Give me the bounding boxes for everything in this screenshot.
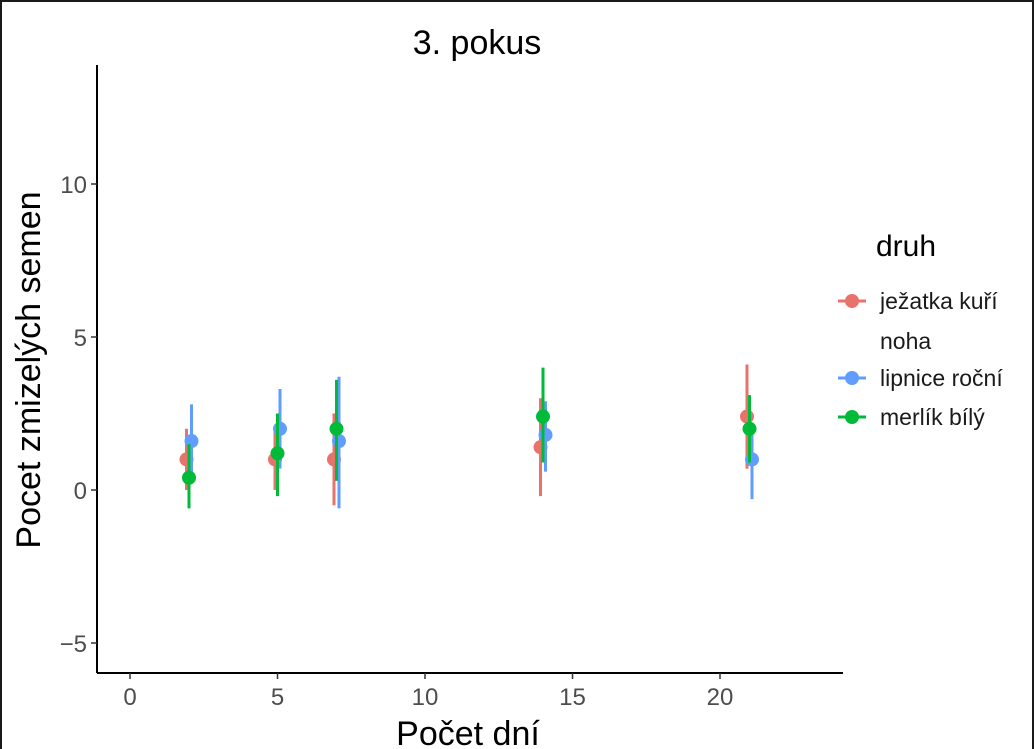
series-0 bbox=[179, 364, 754, 506]
legend-label: ježatka kuří bbox=[879, 288, 998, 314]
legend-key-dot bbox=[845, 371, 859, 385]
legend-title: druh bbox=[876, 230, 936, 263]
x-tick-label: 10 bbox=[412, 684, 439, 711]
series-2 bbox=[182, 367, 757, 509]
data-point bbox=[536, 409, 550, 424]
data-point bbox=[329, 421, 344, 436]
data-point bbox=[184, 434, 199, 449]
x-axis-title: Počet dní bbox=[396, 715, 540, 749]
legend-key-dot bbox=[845, 294, 859, 308]
legend: druh ježatka kuří noha lipnice roční merlík… bbox=[838, 230, 1003, 430]
legend-label: lipnice roční bbox=[880, 365, 1003, 391]
data-point bbox=[332, 434, 346, 449]
y-axis-title: Pocet zmizelých semen bbox=[10, 191, 48, 548]
legend-item-0: ježatka kuří noha bbox=[838, 288, 998, 354]
data-point bbox=[745, 452, 759, 467]
data-point bbox=[742, 421, 757, 436]
data-point bbox=[182, 470, 196, 485]
data-point bbox=[740, 409, 754, 424]
x-tick-label: 20 bbox=[707, 684, 734, 711]
legend-item-1: lipnice roční bbox=[838, 365, 1003, 391]
x-tick-label: 5 bbox=[271, 684, 284, 711]
x-tick-label: 15 bbox=[559, 684, 586, 711]
y-tick-label: −5 bbox=[60, 631, 87, 658]
y-tick-label: 5 bbox=[74, 325, 87, 352]
axes: 0 5 10 15 20 −5 0 5 10 bbox=[60, 65, 843, 711]
legend-label: noha bbox=[880, 328, 931, 354]
data-point bbox=[270, 446, 285, 461]
legend-item-2: merlík bílý bbox=[838, 404, 985, 430]
series-1 bbox=[184, 376, 759, 509]
data-marks bbox=[179, 364, 759, 509]
legend-key-dot bbox=[845, 410, 859, 424]
chart-title: 3. pokus bbox=[413, 24, 542, 62]
data-point bbox=[273, 421, 287, 436]
x-tick-label: 0 bbox=[123, 684, 136, 711]
data-point bbox=[538, 427, 553, 442]
y-tick-label: 10 bbox=[60, 172, 87, 199]
legend-label: merlík bílý bbox=[880, 404, 985, 430]
y-tick-label: 0 bbox=[74, 478, 87, 505]
